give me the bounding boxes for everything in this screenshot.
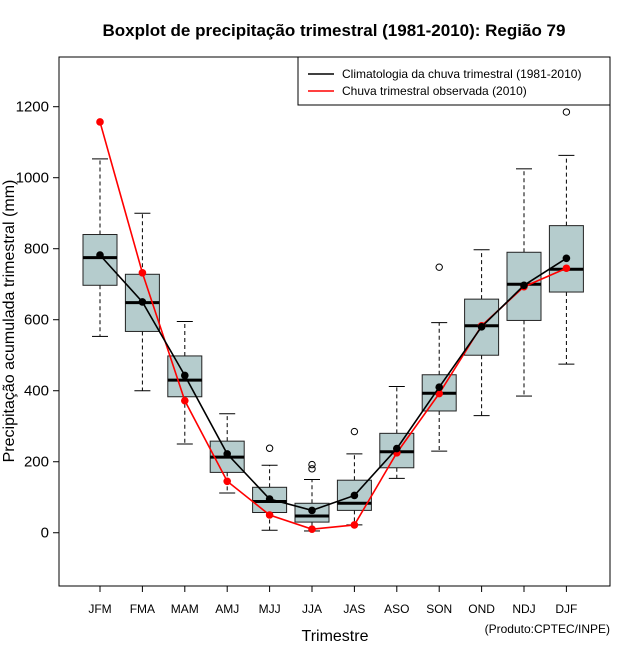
series-point-climatology <box>562 254 571 263</box>
series-point-observed <box>435 389 444 398</box>
series-group <box>96 118 571 533</box>
series-point-climatology <box>308 506 316 515</box>
legend-box <box>297 56 611 106</box>
y-tick-label: 200 <box>24 454 49 471</box>
legend-label-observed: Chuva trimestral observada (2010) <box>342 84 527 98</box>
x-axis-label: Trimestre <box>302 628 369 645</box>
x-tick-label: OND <box>468 602 495 616</box>
series-point-climatology <box>138 298 147 306</box>
x-tick-label: JJA <box>302 602 322 616</box>
series-point-observed <box>96 118 104 126</box>
series-climatology <box>96 251 571 515</box>
series-point-observed <box>138 269 147 277</box>
x-tick-label: DJF <box>555 602 577 616</box>
box-jas <box>336 427 372 526</box>
y-tick-label: 400 <box>24 383 49 400</box>
series-point-climatology <box>181 371 189 380</box>
y-axis: 0 200 400 600 800 1000 1200 <box>16 99 59 542</box>
x-tick-label: NDJ <box>512 602 535 616</box>
legend: Climatologia da chuva trimestral (1981-2… <box>297 56 611 106</box>
y-axis-label: Precipitação acumulada trimestral (mm) <box>1 180 18 463</box>
y-tick-label: 600 <box>24 312 49 329</box>
series-point-climatology <box>265 495 274 503</box>
x-tick-label: JAS <box>343 602 365 616</box>
box-mam <box>167 321 203 445</box>
outlier-point <box>308 460 316 469</box>
box-djf <box>548 108 584 365</box>
y-tick-label: 0 <box>41 525 49 542</box>
x-axis: JFM FMA MAM AMJ MJJ JJA JAS ASO SON OND NDJ DJF <box>88 586 577 616</box>
credit-text: (Produto:CPTEC/INPE) <box>485 622 610 636</box>
series-point-observed <box>181 396 189 405</box>
series-point-climatology <box>223 450 231 458</box>
series-point-observed <box>562 264 571 273</box>
x-tick-label: AMJ <box>215 602 239 616</box>
series-point-climatology <box>435 383 444 391</box>
outlier-point <box>562 108 571 116</box>
series-point-climatology <box>477 323 486 331</box>
box-jja <box>294 460 330 532</box>
chart-title: Boxplot de precipitação trimestral (1981… <box>103 21 566 40</box>
box-son <box>421 263 457 452</box>
y-tick-label: 800 <box>24 241 49 258</box>
series-point-climatology <box>393 444 401 453</box>
series-point-observed <box>265 511 274 519</box>
series-line-climatology <box>99 254 567 512</box>
iqr-box <box>82 234 118 286</box>
series-point-observed <box>223 477 231 486</box>
x-tick-label: JFM <box>88 602 111 616</box>
series-point-observed <box>308 525 316 533</box>
legend-label-climatology: Climatologia da chuva trimestral (1981-2… <box>342 67 581 81</box>
series-point-climatology <box>520 281 528 290</box>
x-tick-label: FMA <box>130 602 155 616</box>
series-point-observed <box>350 521 359 529</box>
y-tick-label: 1200 <box>16 99 49 116</box>
box-ond <box>464 249 500 417</box>
outlier-point <box>265 444 274 452</box>
y-tick-label: 1000 <box>16 170 49 187</box>
outlier-point <box>435 263 443 271</box>
x-tick-label: MJJ <box>259 602 281 616</box>
outlier-point <box>308 465 316 473</box>
series-point-climatology <box>350 491 359 500</box>
series-point-climatology <box>96 251 104 259</box>
x-tick-label: SON <box>426 602 452 616</box>
x-tick-label: MAM <box>171 602 199 616</box>
box-jfm <box>82 158 118 337</box>
outlier-point <box>350 427 359 436</box>
x-tick-label: ASO <box>384 602 409 616</box>
